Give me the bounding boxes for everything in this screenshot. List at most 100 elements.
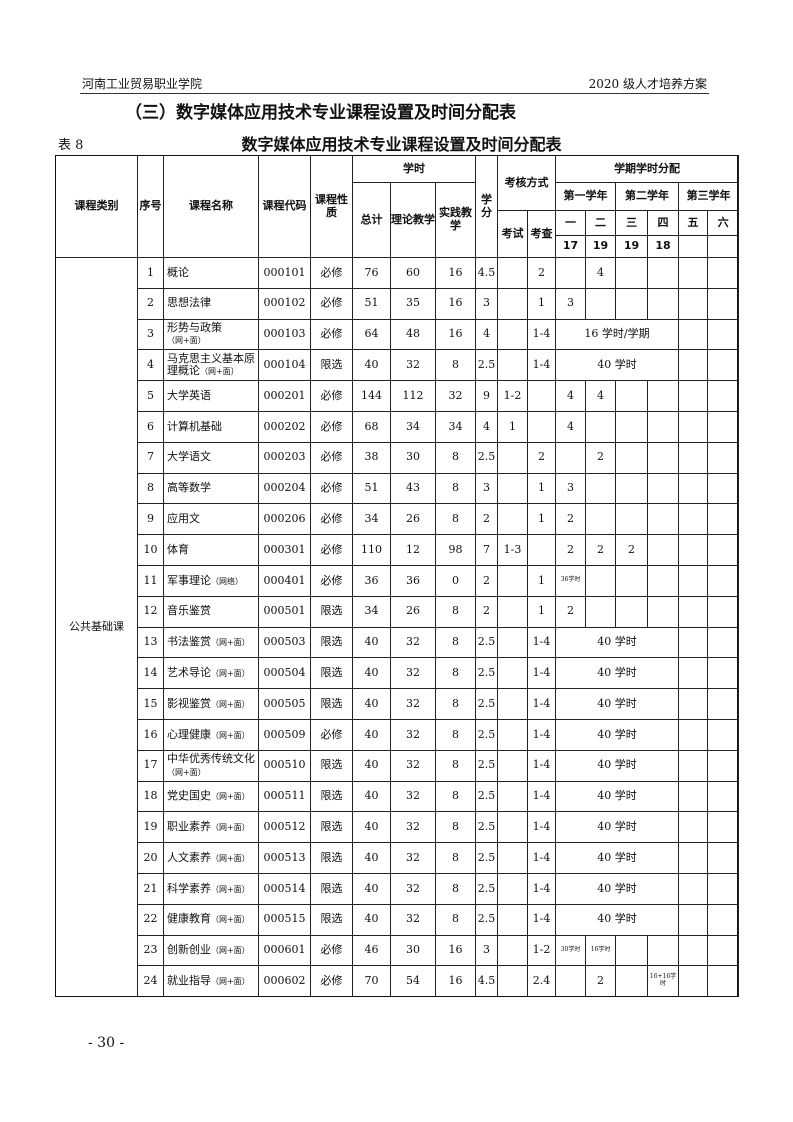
- course-practice: 16: [434, 934, 477, 967]
- course-code: 000509: [258, 718, 311, 751]
- semester-5-hours: [678, 595, 709, 628]
- table-number: 表 8: [58, 138, 84, 153]
- course-name: 创新创业（网+面）: [163, 934, 259, 967]
- semester-6-hours: [707, 318, 740, 351]
- course-code: 000301: [258, 534, 311, 566]
- course-theory: 32: [390, 688, 436, 720]
- table-row: 2 思想法律 000102 必修 51 35 16 3 1 3: [56, 287, 740, 320]
- col-header-sem-5: 五: [678, 210, 709, 236]
- col-header-distribution: 学期学时分配: [555, 155, 740, 183]
- course-check: 2.4: [527, 965, 557, 998]
- course-type: 必修: [310, 965, 353, 998]
- semester-2-hours: 4: [585, 257, 617, 289]
- course-name-text: 大学语文: [167, 450, 211, 464]
- course-check: 1-2: [527, 934, 557, 967]
- semester-6-hours: [707, 842, 740, 874]
- header-institution: 河南工业贸易职业学院: [82, 77, 203, 91]
- course-credit: 2.5: [475, 441, 499, 474]
- header-divider: [80, 93, 709, 94]
- course-total: 40: [352, 749, 391, 782]
- course-name: 中华优秀传统文化 （网+面）: [163, 749, 259, 782]
- semester-hours-span: 40 学时: [555, 657, 680, 690]
- semester-3-hours: [615, 441, 649, 474]
- course-practice: 0: [434, 564, 477, 597]
- semester-4-hours: 16+16学时: [647, 965, 680, 998]
- semester-3-hours: [615, 380, 649, 412]
- course-theory: 32: [390, 349, 436, 382]
- course-code: 000601: [258, 934, 311, 967]
- weeks-sem-1: 17: [555, 235, 587, 258]
- course-total: 51: [352, 472, 391, 505]
- course-delivery-note: （网+面）: [211, 792, 250, 802]
- course-exam: [497, 441, 529, 474]
- course-practice: 8: [434, 441, 477, 474]
- course-name-text: 高等数学: [167, 481, 211, 495]
- semester-3-hours: [615, 410, 649, 443]
- course-name-text: 音乐鉴赏: [167, 604, 211, 618]
- semester-5-hours: [678, 472, 709, 505]
- course-practice: 8: [434, 349, 477, 382]
- semester-1-hours: 3: [555, 472, 587, 505]
- course-name-text: 人文素养: [167, 850, 211, 864]
- course-name-text: 党史国史: [167, 789, 211, 803]
- course-credit: 2.5: [475, 749, 499, 782]
- course-check: 1-4: [527, 349, 557, 382]
- semester-1-hours: 4: [555, 410, 587, 443]
- semester-6-hours: [707, 934, 740, 967]
- semester-1-hours: 3: [555, 287, 587, 320]
- course-theory: 112: [390, 380, 436, 412]
- table-row: 7 大学语文 000203 必修 38 30 8 2.5 2 2: [56, 441, 740, 474]
- table-row: 18 党史国史（网+面） 000511 限选 40 32 8 2.5 1-4 40 学时: [56, 780, 740, 813]
- course-theory: 12: [390, 534, 436, 566]
- course-code: 000206: [258, 503, 311, 536]
- course-practice: 8: [434, 872, 477, 905]
- semester-2-hours: 2: [585, 441, 617, 474]
- course-name: 军事理论（网络）: [163, 564, 259, 597]
- course-name: 马克思主义基本原理概论（网+面）: [163, 349, 259, 382]
- course-credit: 3: [475, 287, 499, 320]
- course-check: 1-4: [527, 626, 557, 659]
- row-number: 17: [137, 749, 164, 782]
- semester-3-hours: [615, 564, 649, 597]
- semester-5-hours: [678, 657, 709, 690]
- course-type: 限选: [310, 349, 353, 382]
- semester-2-hours: [585, 472, 617, 505]
- course-name: 职业素养（网+面）: [163, 811, 259, 844]
- row-number: 11: [137, 564, 164, 597]
- semester-2-hours: 16学时: [585, 934, 617, 967]
- course-type: 必修: [310, 534, 353, 566]
- semester-1-hours: [555, 257, 587, 289]
- semester-1-hours: 2: [555, 534, 587, 566]
- semester-1-hours: [555, 965, 587, 998]
- semester-5-hours: [678, 965, 709, 998]
- course-delivery-note: （网+面）: [211, 976, 250, 986]
- semester-6-hours: [707, 534, 740, 566]
- course-code: 000202: [258, 410, 311, 443]
- semester-5-hours: [678, 842, 709, 874]
- semester-5-hours: [678, 688, 709, 720]
- course-practice: 98: [434, 534, 477, 566]
- course-delivery-note: （网+面）: [211, 699, 250, 709]
- course-code: 000204: [258, 472, 311, 505]
- weeks-sem-2: 19: [585, 235, 617, 258]
- course-credit: 4.5: [475, 257, 499, 289]
- course-theory: 43: [390, 472, 436, 505]
- course-type: 必修: [310, 287, 353, 320]
- semester-6-hours: [707, 287, 740, 320]
- course-code: 000201: [258, 380, 311, 412]
- course-credit: 2: [475, 564, 499, 597]
- col-header-exam: 考试: [497, 210, 529, 258]
- semester-6-hours: [707, 257, 740, 289]
- course-credit: 2.5: [475, 688, 499, 720]
- semester-6-hours: [707, 903, 740, 936]
- col-header-name: 课程名称: [163, 155, 259, 258]
- course-total: 68: [352, 410, 391, 443]
- col-header-year-1: 第一学年: [555, 182, 617, 211]
- semester-5-hours: [678, 718, 709, 751]
- course-total: 51: [352, 287, 391, 320]
- semester-4-hours: [647, 257, 680, 289]
- course-name-text: 健康教育: [167, 912, 211, 926]
- course-credit: 4.5: [475, 965, 499, 998]
- course-practice: 8: [434, 595, 477, 628]
- course-theory: 54: [390, 965, 436, 998]
